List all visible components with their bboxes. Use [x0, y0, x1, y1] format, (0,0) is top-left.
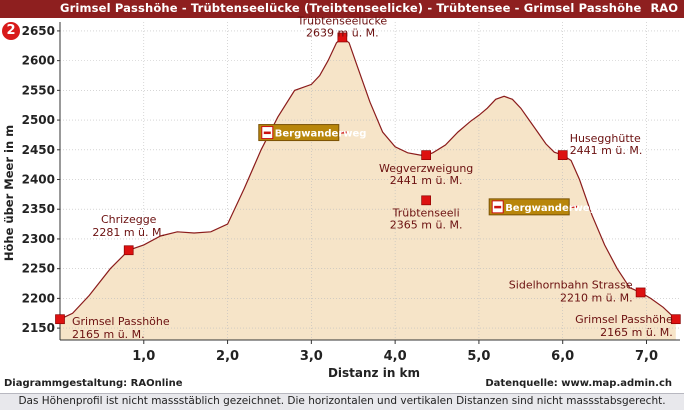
x-axis-title: Distanz in km — [328, 366, 420, 380]
y-tick-label: 2250 — [22, 262, 55, 276]
y-tick-label: 2450 — [22, 143, 55, 157]
trail-sign: Bergwanderweg — [258, 124, 367, 142]
waypoint-elevation: 2281 m ü. M. — [92, 226, 165, 239]
design-credit: Diagrammgestaltung: RAOnline — [4, 378, 183, 389]
y-tick-label: 2550 — [22, 83, 55, 97]
y-tick-label: 2200 — [22, 291, 55, 305]
x-tick-label: 1,0 — [132, 349, 155, 364]
y-tick-label: 2300 — [22, 232, 55, 246]
x-tick-label: 2,0 — [216, 349, 239, 364]
x-tick-label: 5,0 — [467, 349, 490, 364]
route-number-badge: 2 — [2, 22, 20, 40]
y-axis-title: Höhe über Meer in m — [2, 125, 16, 261]
x-tick-label: 4,0 — [384, 349, 407, 364]
trail-sign-label: Bergwanderweg — [505, 203, 597, 214]
waypoint-name: Grimsel Passhöhe — [575, 313, 673, 326]
waypoint-name: Husegghütte — [570, 132, 641, 145]
waypoint-name: Trübtenseeli — [392, 206, 460, 219]
disclaimer-bar: Das Höhenprofil ist nicht massstäblich g… — [0, 393, 684, 410]
y-tick-label: 2500 — [22, 113, 55, 127]
waypoint-marker — [635, 287, 646, 298]
waypoint-marker — [123, 245, 134, 256]
waypoint-marker — [421, 195, 431, 206]
x-tick-label: 3,0 — [300, 349, 323, 364]
waypoint-elevation: 2165 m ü. M. — [600, 326, 673, 339]
y-tick-label: 2650 — [22, 24, 55, 38]
trail-sign-board — [258, 124, 340, 142]
x-tick-label: 7,0 — [635, 349, 658, 364]
trail-sign: Bergwanderweg — [488, 198, 597, 216]
x-tick-label: 6,0 — [551, 349, 574, 364]
chart-title: Grimsel Passhöhe - Trübtenseelücke (Trei… — [60, 1, 642, 15]
profile-line — [59, 36, 677, 320]
hiking-trail-icon-stripe — [494, 205, 502, 209]
waypoint-marker — [55, 314, 65, 325]
waypoint-elevation: 2365 m ü. M. — [390, 218, 463, 231]
waypoint-name: Chrizegge — [101, 213, 157, 226]
y-tick-label: 2150 — [22, 321, 55, 335]
waypoint-name: Wegverzweigung — [379, 162, 473, 175]
waypoint-elevation: 2441 m ü. M. — [570, 144, 643, 157]
trail-sign-label: Bergwanderweg — [275, 129, 367, 140]
profile-area — [60, 37, 676, 340]
waypoint-elevation: 2210 m ü. M. — [560, 291, 633, 304]
waypoint-elevation: 2441 m ü. M. — [390, 174, 463, 187]
y-tick-label: 2350 — [22, 202, 55, 216]
waypoint-name: Grimsel Passhöhe — [72, 315, 170, 328]
y-tick-label: 2600 — [22, 54, 55, 68]
trail-sign-board — [488, 198, 570, 216]
y-tick-label: 2400 — [22, 173, 55, 187]
waypoint-name: Trübtenseelücke — [296, 14, 387, 27]
title-bar: Grimsel Passhöhe - Trübtenseelücke (Trei… — [0, 0, 684, 18]
brand-label: RAO — [650, 1, 678, 15]
hiking-trail-icon-stripe — [263, 131, 271, 135]
waypoint-elevation: 2165 m ü. M. — [72, 328, 145, 341]
waypoint-marker — [421, 150, 431, 160]
data-source-credit: Datenquelle: www.map.admin.ch — [485, 378, 672, 389]
waypoint-marker — [557, 150, 568, 160]
waypoint-elevation: 2639 m ü. M. — [306, 26, 379, 39]
disclaimer-text: Das Höhenprofil ist nicht massstäblich g… — [18, 395, 666, 407]
waypoint-marker — [337, 32, 348, 43]
waypoint-name: Sidelhornbahn Strasse — [509, 278, 633, 291]
waypoint-marker — [670, 314, 681, 325]
